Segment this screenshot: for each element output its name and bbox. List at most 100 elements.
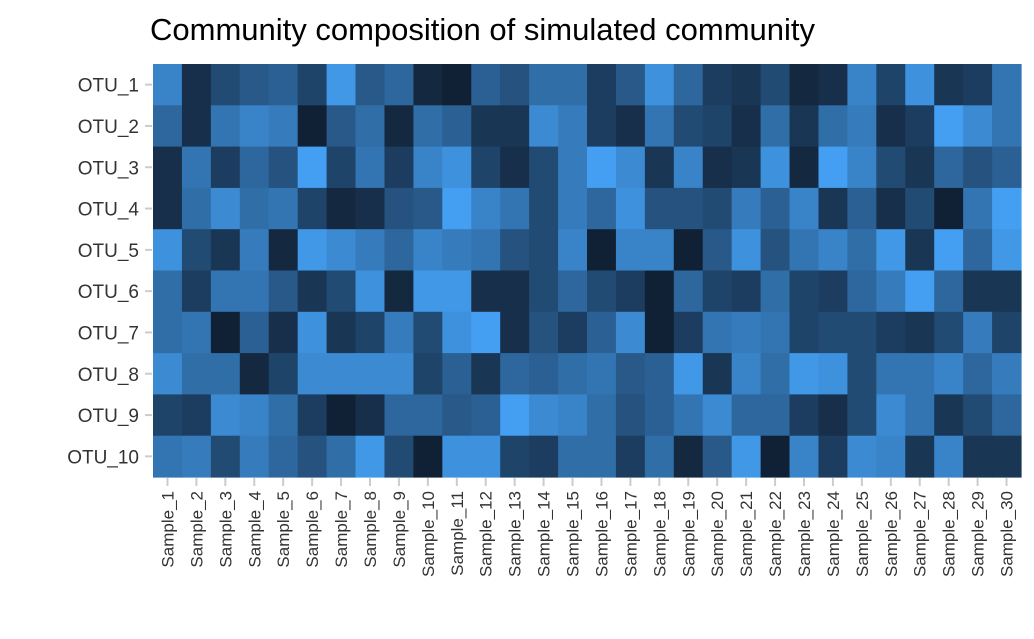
- x-tick-label: Sample_26: [882, 491, 901, 577]
- heatmap-cell-OTU_1-Sample_30: [992, 64, 1022, 106]
- y-tick-label: OTU_7: [78, 323, 139, 344]
- heatmap-cell-OTU_2-Sample_29: [963, 105, 993, 148]
- heatmap-cell-OTU_5-Sample_28: [934, 229, 964, 272]
- heatmap-cell-OTU_5-Sample_27: [905, 229, 935, 272]
- heatmap-cell-OTU_4-Sample_24: [818, 187, 848, 230]
- heatmap-cell-OTU_10-Sample_8: [355, 435, 386, 478]
- heatmap-cell-OTU_5-Sample_2: [181, 229, 212, 272]
- heatmap-cell-OTU_8-Sample_6: [297, 353, 328, 395]
- heatmap-cell-OTU_10-Sample_10: [413, 435, 443, 478]
- heatmap-cell-OTU_8-Sample_24: [818, 353, 848, 395]
- heatmap-cell-OTU_3-Sample_4: [239, 146, 270, 189]
- heatmap-cell-OTU_8-Sample_21: [731, 353, 762, 395]
- heatmap-cell-OTU_6-Sample_2: [181, 270, 212, 313]
- heatmap-cell-OTU_1-Sample_11: [442, 64, 472, 106]
- heatmap-cell-OTU_8-Sample_29: [963, 353, 993, 395]
- heatmap-cell-OTU_10-Sample_23: [789, 435, 820, 478]
- heatmap-cell-OTU_10-Sample_22: [760, 435, 791, 478]
- heatmap-cell-OTU_6-Sample_13: [500, 270, 530, 313]
- heatmap-cell-OTU_8-Sample_5: [268, 353, 299, 395]
- heatmap-cell-OTU_1-Sample_25: [847, 64, 877, 106]
- heatmap-cell-OTU_4-Sample_1: [153, 187, 183, 230]
- heatmap-cell-OTU_3-Sample_13: [500, 146, 530, 189]
- heatmap-cell-OTU_8-Sample_3: [210, 353, 241, 395]
- heatmap-cell-OTU_3-Sample_17: [615, 146, 646, 189]
- heatmap-cell-OTU_1-Sample_7: [326, 64, 357, 106]
- heatmap-cell-OTU_2-Sample_25: [847, 105, 877, 148]
- heatmap-cell-OTU_9-Sample_4: [239, 394, 270, 437]
- heatmap-cell-OTU_9-Sample_5: [268, 394, 299, 437]
- x-tick-label: Sample_27: [911, 491, 930, 577]
- heatmap-cell-OTU_8-Sample_19: [673, 353, 704, 395]
- heatmap-cell-OTU_8-Sample_27: [905, 353, 935, 395]
- heatmap-cell-OTU_1-Sample_22: [760, 64, 791, 106]
- heatmap-cell-OTU_10-Sample_11: [442, 435, 472, 478]
- heatmap-cell-OTU_10-Sample_7: [326, 435, 357, 478]
- x-tick-label: Sample_18: [650, 491, 669, 577]
- heatmap-cell-OTU_3-Sample_14: [529, 146, 559, 189]
- x-tick-label: Sample_24: [824, 491, 843, 577]
- heatmap-cell-OTU_10-Sample_20: [702, 435, 733, 478]
- heatmap-cell-OTU_3-Sample_30: [992, 146, 1022, 189]
- heatmap-cell-OTU_7-Sample_13: [500, 311, 530, 354]
- heatmap-cell-OTU_5-Sample_9: [384, 229, 414, 272]
- heatmap-cell-OTU_4-Sample_13: [500, 187, 530, 230]
- x-tick-label: Sample_12: [477, 491, 496, 577]
- heatmap-cell-OTU_2-Sample_26: [876, 105, 906, 148]
- heatmap-cell-OTU_5-Sample_13: [500, 229, 530, 272]
- heatmap-cell-OTU_5-Sample_16: [587, 229, 617, 272]
- heatmap-cell-OTU_4-Sample_26: [876, 187, 906, 230]
- heatmap-cell-OTU_8-Sample_26: [876, 353, 906, 395]
- heatmap-cell-OTU_2-Sample_1: [153, 105, 183, 148]
- y-tick-label: OTU_10: [67, 447, 139, 468]
- heatmap-cell-OTU_10-Sample_15: [558, 435, 588, 478]
- heatmap-cell-OTU_9-Sample_10: [413, 394, 443, 437]
- heatmap-cell-OTU_9-Sample_6: [297, 394, 328, 437]
- heatmap-cell-OTU_3-Sample_27: [905, 146, 935, 189]
- heatmap-cell-OTU_9-Sample_27: [905, 394, 935, 437]
- heatmap-cell-OTU_4-Sample_3: [210, 187, 241, 230]
- heatmap-cell-OTU_5-Sample_5: [268, 229, 299, 272]
- heatmap-cell-OTU_8-Sample_15: [558, 353, 588, 395]
- heatmap-cell-OTU_8-Sample_16: [587, 353, 617, 395]
- heatmap-cell-OTU_2-Sample_4: [239, 105, 270, 148]
- heatmap-cell-OTU_10-Sample_13: [500, 435, 530, 478]
- x-tick-label: Sample_7: [332, 491, 351, 568]
- heatmap-cell-OTU_3-Sample_25: [847, 146, 877, 189]
- heatmap-cell-OTU_9-Sample_23: [789, 394, 820, 437]
- heatmap-cell-OTU_9-Sample_7: [326, 394, 357, 437]
- heatmap-cell-OTU_8-Sample_2: [181, 353, 212, 395]
- heatmap-cell-OTU_5-Sample_25: [847, 229, 877, 272]
- heatmap-cell-OTU_9-Sample_18: [644, 394, 675, 437]
- heatmap-cell-OTU_10-Sample_1: [153, 435, 183, 478]
- heatmap-cell-OTU_6-Sample_30: [992, 270, 1022, 313]
- heatmap-cell-OTU_6-Sample_9: [384, 270, 414, 313]
- y-tick-label: OTU_6: [78, 282, 139, 303]
- heatmap-cell-OTU_1-Sample_28: [934, 64, 964, 106]
- heatmap-cell-OTU_1-Sample_17: [615, 64, 646, 106]
- heatmap-cell-OTU_5-Sample_22: [760, 229, 791, 272]
- x-tick-label: Sample_6: [303, 491, 322, 568]
- heatmap-cell-OTU_10-Sample_21: [731, 435, 762, 478]
- x-tick-label: Sample_5: [274, 491, 293, 568]
- heatmap-cell-OTU_9-Sample_19: [673, 394, 704, 437]
- heatmap-cell-OTU_8-Sample_8: [355, 353, 386, 395]
- heatmap-cell-OTU_9-Sample_24: [818, 394, 848, 437]
- heatmap-cell-OTU_6-Sample_3: [210, 270, 241, 313]
- heatmap-cell-OTU_10-Sample_29: [963, 435, 993, 478]
- y-tick-label: OTU_4: [78, 200, 140, 221]
- heatmap-cell-OTU_1-Sample_19: [673, 64, 704, 106]
- heatmap-cell-OTU_2-Sample_10: [413, 105, 443, 148]
- heatmap-cell-OTU_4-Sample_18: [644, 187, 675, 230]
- heatmap-cell-OTU_8-Sample_9: [384, 353, 414, 395]
- heatmap-cell-OTU_2-Sample_23: [789, 105, 820, 148]
- heatmap-cell-OTU_7-Sample_6: [297, 311, 328, 354]
- heatmap-cell-OTU_3-Sample_5: [268, 146, 299, 189]
- heatmap-cell-OTU_4-Sample_6: [297, 187, 328, 230]
- heatmap-cell-OTU_10-Sample_12: [471, 435, 501, 478]
- heatmap-cell-OTU_8-Sample_23: [789, 353, 820, 395]
- heatmap-cell-OTU_3-Sample_6: [297, 146, 328, 189]
- heatmap-cell-OTU_6-Sample_19: [673, 270, 704, 313]
- heatmap-cell-OTU_1-Sample_5: [268, 64, 299, 106]
